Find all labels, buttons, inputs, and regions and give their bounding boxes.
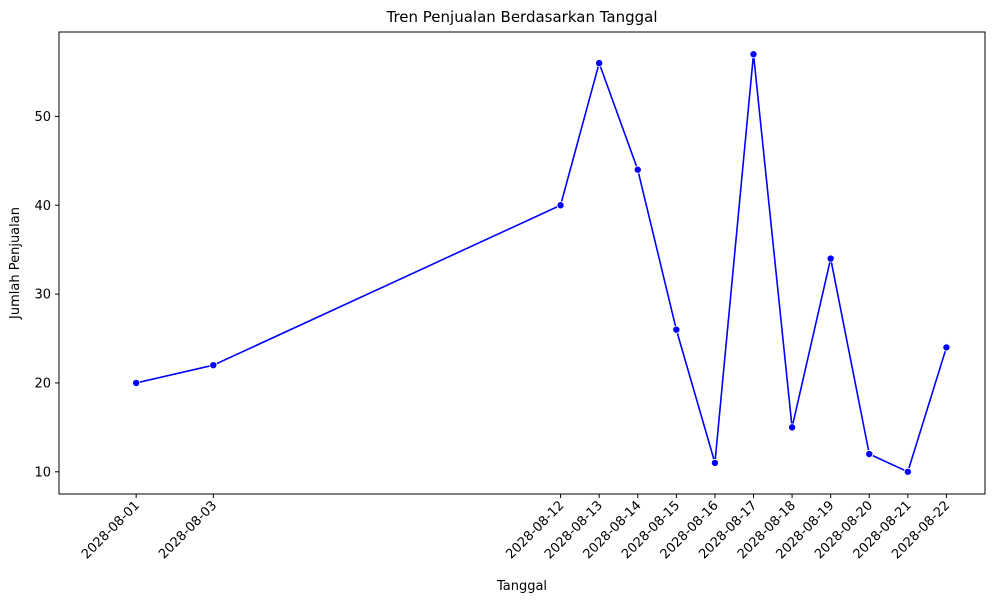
y-tick-label: 50 [34, 110, 51, 125]
data-point [826, 254, 835, 263]
data-point [209, 361, 218, 370]
data-point [132, 378, 141, 387]
data-point [710, 458, 719, 467]
data-point [865, 450, 874, 459]
y-tick-label: 40 [34, 199, 51, 214]
y-tick-label: 10 [34, 465, 51, 480]
data-point [633, 165, 642, 174]
data-point [595, 59, 604, 68]
data-point [942, 343, 951, 352]
series-line [135, 53, 948, 473]
plot-frame [58, 31, 986, 495]
data-point [556, 201, 565, 210]
x-axis-label: Tanggal [496, 579, 547, 594]
x-tick-label: 2028-08-01 [79, 498, 143, 562]
chart-title: Tren Penjualan Berdasarkan Tanggal [385, 8, 657, 26]
data-point [788, 423, 797, 432]
y-tick-label: 20 [34, 376, 51, 391]
data-point [903, 467, 912, 476]
y-tick-label: 30 [34, 288, 51, 303]
data-point [749, 50, 758, 59]
data-point [672, 325, 681, 334]
y-axis-label: Jumlah Penjualan [8, 207, 23, 320]
x-tick-label: 2028-08-03 [156, 498, 220, 562]
